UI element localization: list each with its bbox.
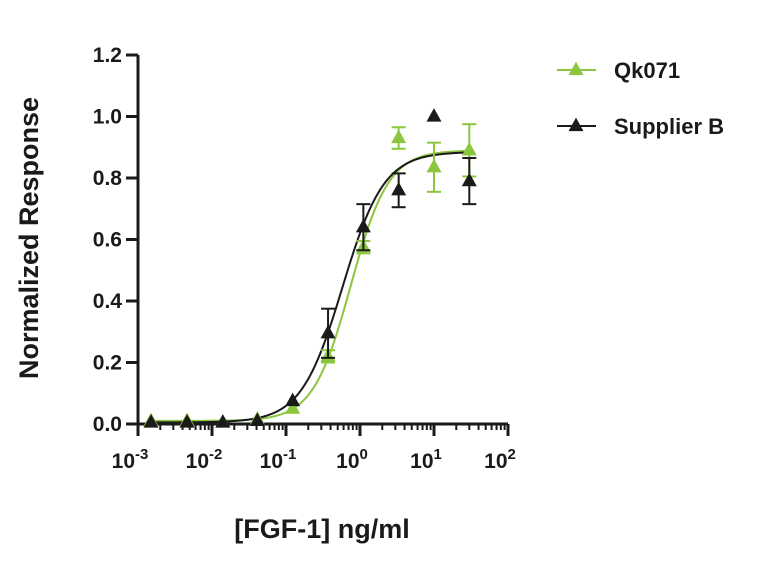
data-point-triangle — [426, 108, 442, 122]
y-tick-label: 1.2 — [93, 44, 122, 67]
legend-label: Qk071 — [614, 58, 680, 83]
y-tick-label: 0.6 — [93, 229, 122, 252]
data-point-triangle — [320, 324, 336, 339]
data-point-triangle — [391, 129, 407, 144]
x-tick-label: 102 — [484, 446, 516, 473]
y-ticks: 0.0 0.2 0.4 0.6 0.8 1.0 1.2 — [93, 44, 138, 436]
fit-curve — [151, 149, 470, 422]
x-tick-label: 100 — [336, 446, 368, 473]
y-tick-label: 0.8 — [93, 167, 123, 190]
data-points — [143, 108, 477, 428]
data-point-triangle — [215, 414, 231, 428]
x-ticks: 10-3 10-2 10-1 100 101 102 — [112, 424, 516, 473]
data-point-triangle — [249, 412, 265, 427]
data-point-triangle — [426, 158, 442, 173]
data-point-triangle — [355, 218, 371, 233]
y-tick-label: 0.2 — [93, 352, 122, 375]
axes: 0.0 0.2 0.4 0.6 0.8 1.0 1.2 10-3 10-2 10-1 100 101… — [93, 44, 516, 473]
x-tick-label: 101 — [410, 446, 442, 473]
x-axis-title: [FGF-1] ng/ml — [234, 514, 409, 544]
data-point-triangle — [179, 414, 195, 428]
y-tick-label: 0.0 — [93, 413, 122, 436]
fit-curve — [151, 151, 470, 424]
data-point-triangle — [285, 392, 301, 407]
y-tick-label: 1.0 — [93, 106, 122, 129]
x-tick-label: 10-2 — [186, 446, 223, 473]
x-tick-label: 10-3 — [112, 446, 149, 473]
x-tick-label: 10-1 — [260, 446, 297, 473]
y-axis-title: Normalized Response — [14, 97, 44, 379]
data-point-triangle — [143, 414, 159, 428]
fit-curves — [151, 149, 470, 424]
legend-marker-triangle — [568, 61, 584, 76]
data-point-triangle — [391, 181, 407, 196]
data-point-triangle — [285, 400, 301, 414]
data-point-triangle — [461, 141, 477, 156]
legend-marker-triangle — [568, 117, 584, 132]
legend-label: Supplier B — [614, 114, 724, 139]
y-tick-label: 0.4 — [93, 290, 123, 313]
data-point-triangle — [461, 172, 477, 187]
legend: Qk071 Supplier B — [557, 58, 724, 139]
